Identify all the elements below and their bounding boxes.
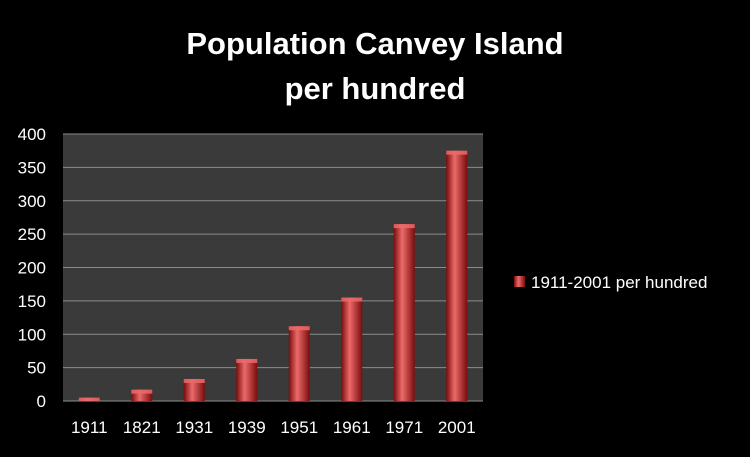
bar-1951 (288, 326, 310, 401)
bar-top-bevel (341, 297, 363, 302)
bar-top-bevel (393, 224, 415, 229)
bar-1961 (341, 297, 363, 401)
legend-swatch-series-1 (514, 276, 525, 287)
legend: 1911-2001 per hundred (514, 273, 707, 292)
x-tick-label: 1951 (280, 418, 318, 437)
bar-top-bevel (288, 326, 310, 331)
bar-top-bevel (183, 378, 205, 383)
chart-title-line-2: per hundred (285, 71, 466, 106)
y-tick-label: 300 (18, 192, 46, 211)
bar-body (183, 378, 205, 401)
x-tick-label: 1939 (228, 418, 266, 437)
bar-1931 (183, 378, 205, 401)
y-tick-label: 150 (18, 292, 46, 311)
bar-body (236, 358, 258, 401)
y-tick-label: 100 (18, 325, 46, 344)
bar-2001 (446, 150, 468, 401)
bar-body (288, 326, 310, 401)
chart-title: Population Canvey Island per hundred (186, 26, 563, 106)
x-tick-label: 1821 (123, 418, 161, 437)
y-tick-label: 400 (18, 125, 46, 144)
bar-body (393, 224, 415, 401)
y-axis-tick-labels: 0 50 100 150 200 250 300 350 400 (18, 125, 46, 411)
bars (78, 150, 468, 401)
y-tick-label: 200 (18, 259, 46, 278)
bar-body (131, 389, 153, 401)
chart-title-line-1: Population Canvey Island (186, 26, 563, 61)
x-tick-label: 1931 (175, 418, 213, 437)
bar-1939 (236, 358, 258, 401)
y-tick-label: 250 (18, 225, 46, 244)
x-tick-label: 1911 (71, 418, 108, 437)
bar-top-bevel (446, 150, 468, 155)
bar-1911 (78, 397, 100, 401)
x-tick-label: 2001 (438, 418, 476, 437)
y-tick-label: 0 (37, 392, 46, 411)
bar-body (341, 297, 363, 401)
bar-top-bevel (131, 389, 153, 394)
y-tick-label: 50 (27, 359, 46, 378)
legend-entry-series-1: 1911-2001 per hundred (531, 273, 707, 292)
bar-1971 (393, 224, 415, 401)
bar-body (446, 150, 468, 401)
x-tick-label: 1971 (385, 418, 423, 437)
x-axis-tick-labels: 1911 1821 1931 1939 1951 1961 1971 2001 (71, 418, 476, 437)
bar-top-bevel (236, 358, 258, 363)
bar-1821 (131, 389, 153, 401)
x-tick-label: 1961 (333, 418, 371, 437)
y-tick-label: 350 (18, 158, 46, 177)
bar-top-bevel (78, 397, 100, 401)
